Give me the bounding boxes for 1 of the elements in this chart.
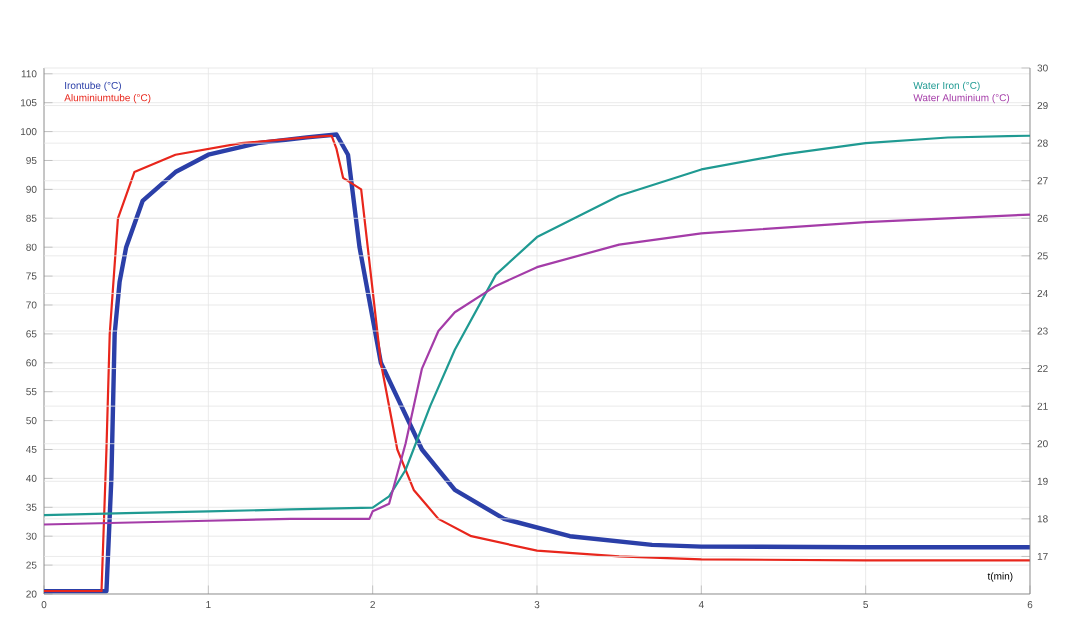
line-series bbox=[44, 134, 1030, 517]
